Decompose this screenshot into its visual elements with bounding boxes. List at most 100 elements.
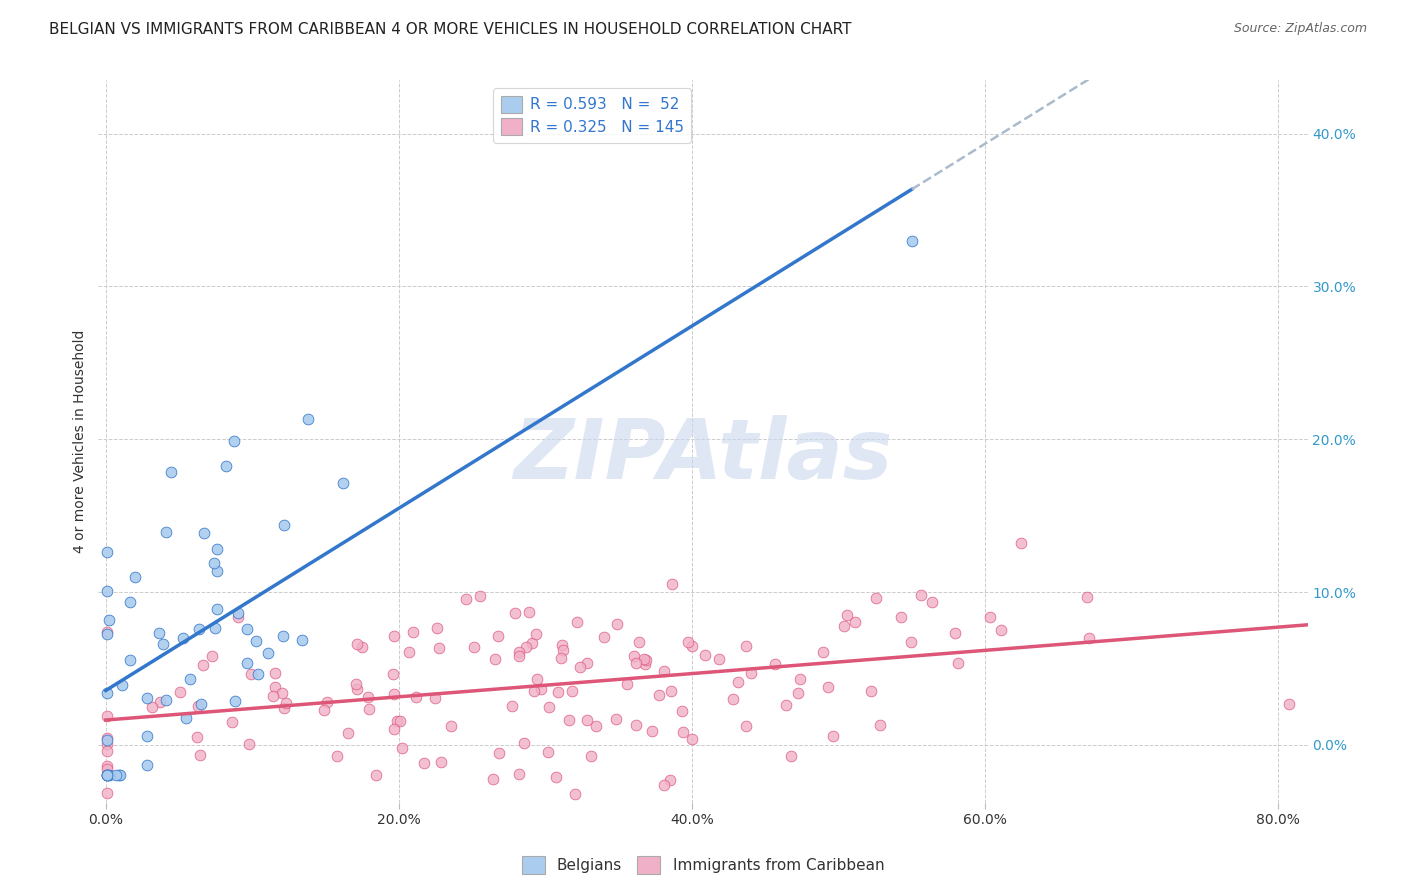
Point (96, 584, 118, 599)
Point (901, 234, 924, 248)
Point (382, 667, 405, 681)
Point (979, 610, 1001, 624)
Point (274, 696, 297, 710)
Point (605, 712, 627, 726)
Point (240, 667, 263, 681)
Point (707, 652, 730, 666)
Point (264, 680, 287, 694)
Point (661, 577, 683, 591)
Point (352, 640, 374, 655)
Point (890, 610, 912, 624)
Point (787, 686, 810, 700)
Point (575, 713, 598, 727)
Point (96, 731, 118, 745)
Point (671, 705, 693, 719)
Point (634, 657, 657, 671)
Point (561, 684, 583, 698)
Point (910, 588, 932, 602)
Point (990, 623, 1012, 637)
Point (624, 718, 647, 732)
Point (789, 672, 811, 686)
Point (346, 681, 368, 696)
Point (385, 714, 408, 728)
Point (652, 778, 675, 792)
Point (96, 763, 118, 777)
Point (652, 664, 675, 678)
Point (228, 610, 250, 624)
Point (105, 768, 128, 782)
Point (626, 657, 648, 671)
Point (468, 590, 491, 604)
Point (124, 570, 146, 584)
Point (96, 768, 118, 782)
Point (221, 714, 243, 729)
Point (135, 690, 157, 705)
Point (235, 656, 257, 670)
Point (564, 787, 586, 801)
Point (503, 607, 526, 621)
Point (359, 702, 381, 716)
Point (633, 652, 655, 666)
Point (135, 729, 157, 743)
Point (488, 746, 510, 760)
Point (270, 686, 292, 700)
Point (388, 714, 411, 728)
Text: ZIPAtlas: ZIPAtlas (513, 416, 893, 497)
Point (193, 525, 215, 540)
Text: Source: ZipAtlas.com: Source: ZipAtlas.com (1233, 22, 1367, 36)
Point (325, 749, 347, 764)
Point (96, 768, 118, 782)
Point (141, 699, 163, 714)
Point (224, 694, 246, 708)
Point (332, 476, 354, 491)
Point (628, 635, 651, 649)
Point (118, 595, 141, 609)
Point (921, 595, 943, 609)
Point (900, 635, 922, 649)
Point (204, 621, 226, 635)
Point (96, 786, 118, 800)
Point (565, 615, 588, 629)
Point (202, 556, 225, 570)
Point (426, 621, 449, 635)
Point (508, 649, 530, 664)
Point (1278, 698, 1301, 712)
Point (508, 767, 530, 781)
Point (405, 690, 427, 705)
Point (297, 412, 319, 426)
Point (188, 747, 211, 762)
Point (859, 683, 882, 698)
Point (537, 745, 560, 759)
Point (172, 631, 194, 645)
Point (247, 667, 270, 681)
Point (111, 678, 134, 692)
Point (205, 541, 228, 556)
Point (344, 677, 367, 691)
Point (188, 623, 211, 637)
Point (201, 649, 224, 664)
Point (658, 772, 681, 787)
Point (636, 653, 658, 667)
Point (844, 615, 866, 629)
Point (187, 698, 209, 713)
Point (544, 770, 567, 784)
Point (316, 695, 339, 709)
Point (97, 768, 120, 782)
Point (382, 629, 405, 643)
Point (557, 713, 579, 727)
Text: BELGIAN VS IMMIGRANTS FROM CARIBBEAN 4 OR MORE VEHICLES IN HOUSEHOLD CORRELATION: BELGIAN VS IMMIGRANTS FROM CARIBBEAN 4 O… (49, 22, 852, 37)
Point (550, 651, 572, 665)
Point (193, 658, 215, 673)
Point (205, 602, 228, 616)
Point (526, 672, 548, 686)
Point (723, 692, 745, 706)
Point (402, 624, 425, 639)
Point (291, 633, 314, 648)
Point (96, 744, 118, 758)
Point (524, 627, 547, 641)
Point (155, 693, 177, 707)
Point (585, 719, 607, 733)
Point (817, 680, 839, 694)
Point (775, 698, 797, 713)
Point (136, 757, 159, 772)
